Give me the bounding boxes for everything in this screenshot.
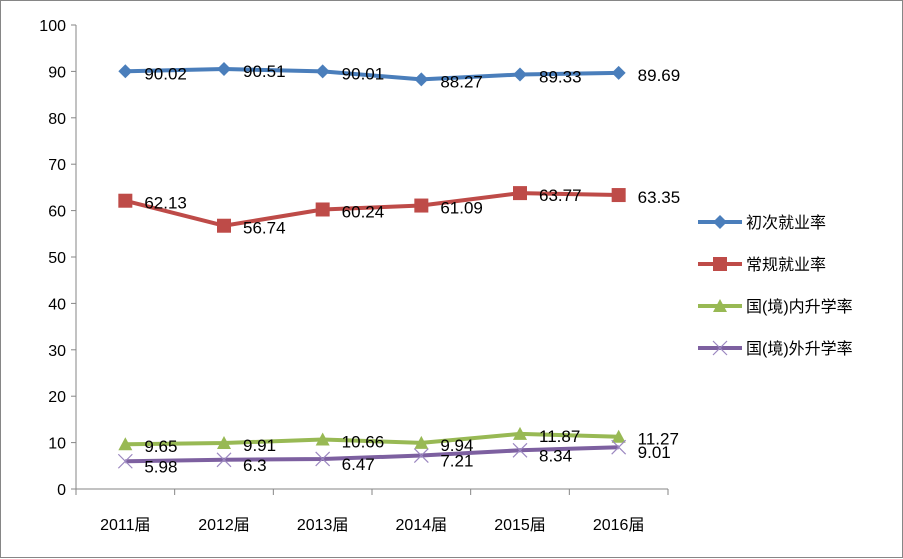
data-point — [217, 436, 231, 450]
y-tick-label: 40 — [48, 296, 66, 313]
x-tick-label: 2015届 — [494, 517, 546, 534]
data-label: 10.66 — [342, 433, 385, 452]
y-tick-label: 60 — [48, 204, 66, 221]
data-label: 63.35 — [638, 188, 681, 207]
legend-label: 国(境)内升学率 — [746, 297, 853, 316]
data-label: 8.34 — [539, 446, 572, 465]
data-point — [117, 453, 133, 469]
data-label: 11.87 — [539, 427, 580, 446]
data-point — [413, 448, 429, 463]
data-point — [315, 202, 330, 217]
data-point — [217, 62, 231, 77]
data-label: 6.47 — [342, 455, 375, 474]
y-tick-label: 0 — [57, 482, 66, 499]
data-label: 61.09 — [440, 199, 483, 218]
legend-label: 国(境)外升学率 — [746, 339, 853, 358]
y-tick-label: 10 — [48, 436, 66, 453]
data-label: 90.51 — [243, 62, 286, 81]
data-point — [513, 426, 527, 440]
data-point — [315, 432, 330, 446]
data-point — [512, 442, 528, 458]
data-label: 56.74 — [243, 219, 286, 238]
data-point — [611, 429, 626, 443]
series-line — [125, 445, 619, 464]
legend-marker — [712, 340, 728, 356]
data-label: 63.77 — [539, 186, 582, 205]
data-label: 9.91 — [243, 436, 276, 455]
series-line — [125, 431, 619, 447]
data-point — [611, 439, 627, 455]
data-point — [118, 64, 133, 79]
x-tick-label: 2012届 — [198, 517, 250, 534]
x-tick-label: 2013届 — [297, 517, 349, 534]
data-label: 5.98 — [144, 457, 177, 476]
y-tick-label: 20 — [48, 389, 66, 406]
legend-marker — [713, 215, 727, 229]
data-label: 89.33 — [539, 68, 582, 87]
data-point — [217, 218, 231, 233]
data-label: 7.21 — [440, 452, 473, 471]
data-label: 89.69 — [638, 66, 681, 85]
x-tick-label: 2011届 — [100, 517, 150, 534]
series-line — [124, 191, 619, 228]
data-point — [611, 65, 626, 80]
data-point — [118, 437, 133, 451]
data-point — [315, 64, 330, 79]
data-label: 90.02 — [144, 64, 187, 83]
y-tick-label: 90 — [48, 64, 66, 81]
data-label: 62.13 — [144, 194, 187, 213]
data-point — [315, 451, 331, 467]
y-tick-label: 80 — [48, 111, 66, 128]
data-point — [414, 72, 429, 87]
data-label: 60.24 — [342, 202, 385, 221]
y-tick-label: 70 — [48, 157, 66, 174]
data-point — [513, 186, 527, 201]
data-label: 6.3 — [243, 456, 267, 475]
legend-label: 初次就业率 — [746, 214, 826, 232]
data-point — [513, 67, 527, 82]
data-point — [118, 193, 133, 208]
data-label: 9.01 — [638, 443, 671, 462]
legend-marker — [713, 257, 727, 271]
data-point — [414, 198, 429, 213]
y-tick-label: 30 — [48, 343, 66, 360]
data-label: 88.27 — [440, 72, 483, 91]
legend-label: 常规就业率 — [746, 256, 826, 274]
data-point — [611, 188, 626, 203]
data-label: 9.65 — [144, 437, 177, 456]
y-tick-label: 50 — [48, 250, 66, 267]
x-tick-label: 2016届 — [593, 517, 645, 534]
data-label: 9.94 — [440, 436, 473, 455]
y-tick-label: 100 — [39, 18, 66, 35]
data-point — [414, 435, 429, 449]
data-label: 90.01 — [342, 64, 385, 83]
x-tick-label: 2014届 — [396, 517, 448, 534]
data-point — [216, 452, 232, 468]
data-label: 11.27 — [638, 430, 679, 449]
series-line — [125, 67, 619, 82]
legend-marker — [713, 299, 727, 312]
